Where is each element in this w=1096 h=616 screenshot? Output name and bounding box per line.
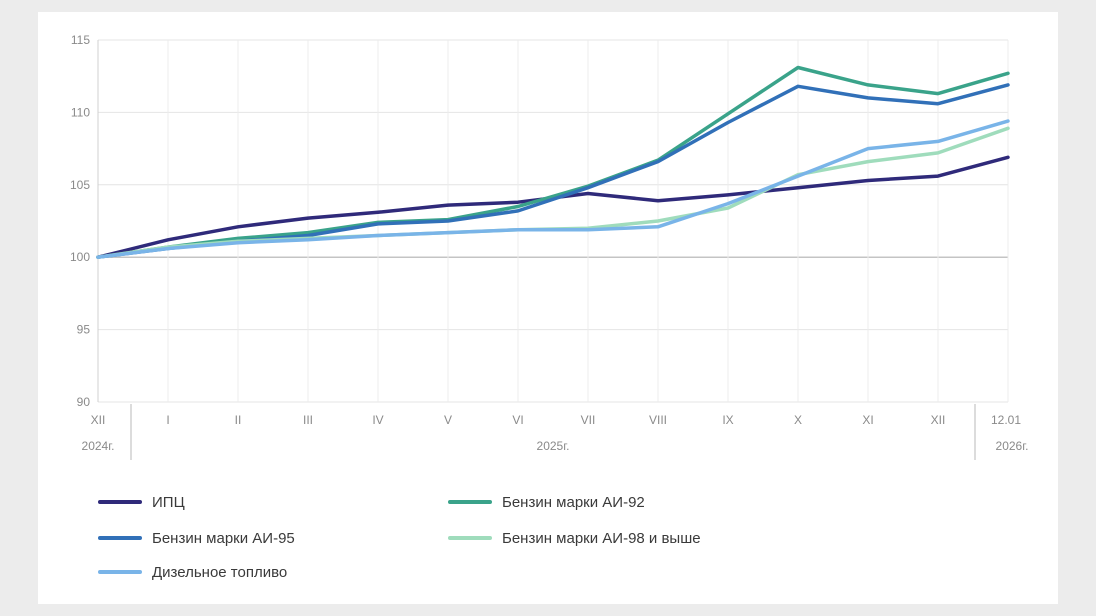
legend: ИПЦ Бензин марки АИ-92 Бензин марки АИ-95 Б… — [98, 492, 798, 592]
legend-swatch — [98, 570, 142, 574]
year-label: 2026г. — [996, 439, 1029, 453]
legend-swatch — [98, 500, 142, 504]
series-line — [96, 65, 1010, 259]
x-tick-label: XII — [91, 413, 106, 427]
x-tick-label: VI — [512, 413, 523, 427]
chart-card: 90 95 100 105 110 115 XII I II III IV V VI VII VIII IX X… — [38, 12, 1058, 604]
x-tick-label: II — [235, 413, 242, 427]
legend-label: Дизельное топливо — [152, 563, 288, 581]
legend-swatch — [448, 536, 492, 540]
legend-swatch — [98, 536, 142, 540]
y-tick-label: 90 — [77, 395, 91, 409]
x-tick-label: VIII — [649, 413, 667, 427]
legend-item: Бензин марки АИ-98 и выше — [448, 528, 701, 548]
y-tick-label: 105 — [70, 178, 90, 192]
x-tick-label: III — [303, 413, 313, 427]
legend-label: Бензин марки АИ-98 и выше — [502, 529, 701, 547]
y-tick-label: 95 — [77, 323, 91, 337]
legend-swatch — [448, 500, 492, 504]
x-tick-label: V — [444, 413, 452, 427]
x-tick-label: I — [166, 413, 169, 427]
axes — [97, 40, 976, 460]
year-label: 2024г. — [82, 439, 115, 453]
x-tick-label: VII — [581, 413, 596, 427]
y-tick-label: 100 — [70, 250, 90, 264]
legend-item: ИПЦ — [98, 492, 185, 512]
legend-label: ИПЦ — [152, 493, 185, 511]
grid — [97, 39, 1009, 403]
legend-label: Бензин марки АИ-95 — [152, 529, 295, 547]
x-tick-label: X — [794, 413, 802, 427]
legend-item: Дизельное топливо — [98, 562, 287, 582]
x-tick-label: IV — [372, 413, 383, 427]
legend-item: Бензин марки АИ-95 — [98, 528, 295, 548]
x-tick-label: XI — [862, 413, 873, 427]
y-tick-label: 110 — [71, 105, 90, 119]
x-tick-label: IX — [722, 413, 733, 427]
series-line — [96, 119, 1010, 259]
x-tick-label: XII — [931, 413, 946, 427]
legend-label: Бензин марки АИ-92 — [502, 493, 645, 511]
y-tick-label: 115 — [71, 33, 90, 47]
legend-item: Бензин марки АИ-92 — [448, 492, 645, 512]
series-lines — [96, 65, 1010, 259]
x-tick-label: 12.01 — [991, 413, 1021, 427]
year-label: 2025г. — [537, 439, 570, 453]
